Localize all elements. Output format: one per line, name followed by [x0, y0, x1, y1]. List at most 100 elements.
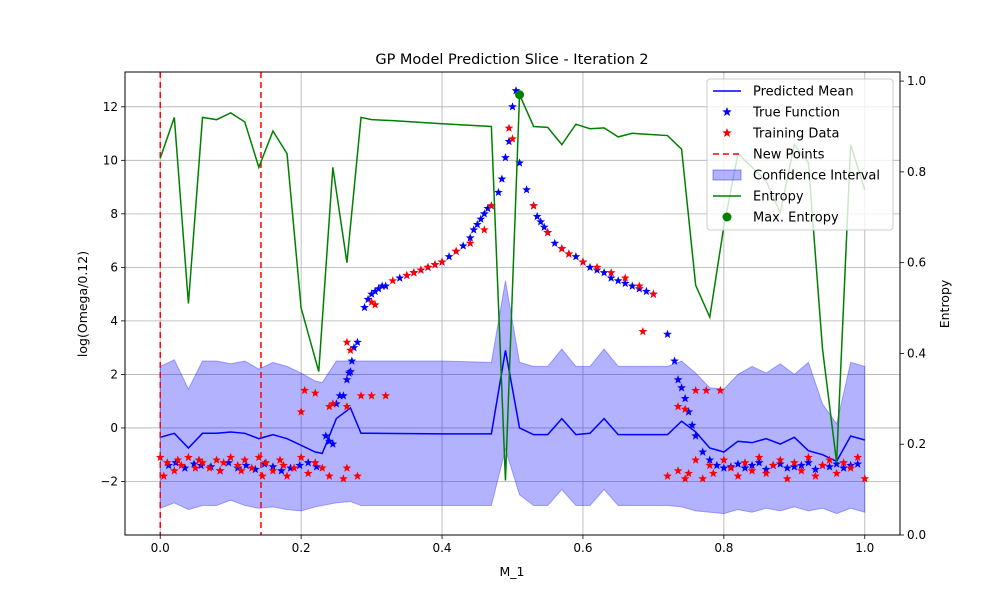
chart-title: GP Model Prediction Slice - Iteration 2 [375, 52, 648, 68]
training-data-point [782, 474, 792, 483]
training-data-point [303, 468, 313, 478]
true-function-point [189, 459, 199, 468]
training-data-point [356, 391, 366, 400]
x-tick-label: 0.4 [432, 541, 451, 555]
training-data-point [191, 463, 200, 472]
training-data-point [317, 463, 327, 472]
true-function-point [641, 286, 651, 296]
training-data-point [740, 458, 750, 467]
training-data-point [212, 455, 221, 464]
true-function-point [335, 391, 345, 400]
true-function-point [522, 185, 531, 194]
true-function-point [571, 252, 581, 261]
true-function-point [775, 459, 785, 468]
true-function-point [712, 460, 722, 470]
true-function-point [504, 136, 514, 146]
legend-box [706, 78, 894, 231]
true-function-point [206, 462, 216, 471]
true-function-point [511, 86, 521, 95]
true-function-point [687, 420, 697, 429]
true-function-point [599, 268, 609, 277]
x-tick-label: 0.0 [151, 541, 170, 555]
training-data-point [606, 268, 616, 277]
true-function-point [754, 458, 764, 467]
training-data-point [649, 289, 658, 298]
training-data-point [508, 134, 517, 143]
training-data-point [673, 466, 683, 475]
true-function-point [458, 241, 468, 250]
legend-label: Max. Entropy [753, 211, 839, 226]
true-function-point [782, 463, 792, 472]
training-data-point [423, 262, 433, 272]
training-data-point [564, 249, 574, 258]
true-function-point [620, 278, 630, 288]
true-function-point [476, 214, 486, 223]
training-data-point [754, 452, 764, 462]
y2-tick-label: 0.6 [907, 256, 926, 270]
training-data-point [680, 404, 690, 413]
training-data-point [194, 455, 204, 464]
training-data-point [504, 123, 514, 132]
training-data-point [254, 452, 264, 462]
true-function-point [381, 281, 391, 290]
training-data-point [804, 452, 813, 462]
true-function-point [684, 407, 694, 416]
true-function-point [483, 203, 493, 213]
true-function-point [497, 174, 507, 183]
training-data-point [184, 452, 193, 462]
training-data-point [159, 471, 169, 480]
true-function-point [180, 463, 190, 472]
predicted-mean-line [160, 350, 865, 463]
x-tick-label: 1.0 [855, 541, 874, 555]
y2-tick-label: 0.2 [907, 437, 926, 451]
training-data-point [529, 201, 539, 210]
training-data-point [219, 458, 229, 467]
true-function-point [508, 102, 517, 111]
true-function-point [501, 153, 510, 162]
true-function-point [370, 286, 380, 296]
true-function-point [585, 262, 595, 272]
true-function-point [312, 462, 322, 471]
true-function-point [536, 217, 546, 226]
training-data-point [324, 401, 334, 411]
true-function-point [277, 466, 286, 475]
training-data-point [747, 466, 757, 475]
training-data-point [367, 391, 376, 400]
training-data-point [691, 385, 701, 395]
true-function-point [747, 460, 757, 470]
true-function-point [733, 459, 743, 468]
training-data-point [236, 466, 246, 475]
y2-tick-label: 0.8 [907, 165, 926, 179]
training-data-point [261, 458, 271, 467]
training-data-point [367, 297, 376, 306]
true-function-point [663, 329, 672, 338]
training-data-point [479, 225, 489, 234]
true-function-point [804, 458, 813, 467]
true-function-point [719, 463, 729, 472]
training-data-point [310, 388, 320, 397]
training-data-point [289, 463, 299, 472]
training-data-point [205, 463, 214, 472]
true-function-point [303, 458, 313, 467]
training-data-point [247, 463, 257, 472]
training-data-point [818, 460, 827, 470]
training-data-point [258, 471, 267, 480]
y-tick-label: 2 [110, 367, 118, 381]
true-function-point [465, 233, 475, 242]
training-data-point [402, 270, 412, 280]
training-data-point [557, 244, 567, 253]
y-tick-label: 4 [110, 314, 118, 328]
true-function-point [698, 447, 708, 456]
training-data-point [768, 460, 778, 470]
training-data-point [673, 401, 683, 411]
training-data-point [388, 276, 398, 285]
training-data-point [638, 327, 648, 336]
true-function-point [295, 460, 305, 470]
true-function-point [839, 463, 849, 472]
plot-frame [124, 71, 901, 536]
true-function-point [224, 458, 233, 467]
x-tick-label: 0.6 [573, 541, 592, 555]
true-function-point [324, 436, 334, 446]
true-function-point [670, 356, 679, 365]
